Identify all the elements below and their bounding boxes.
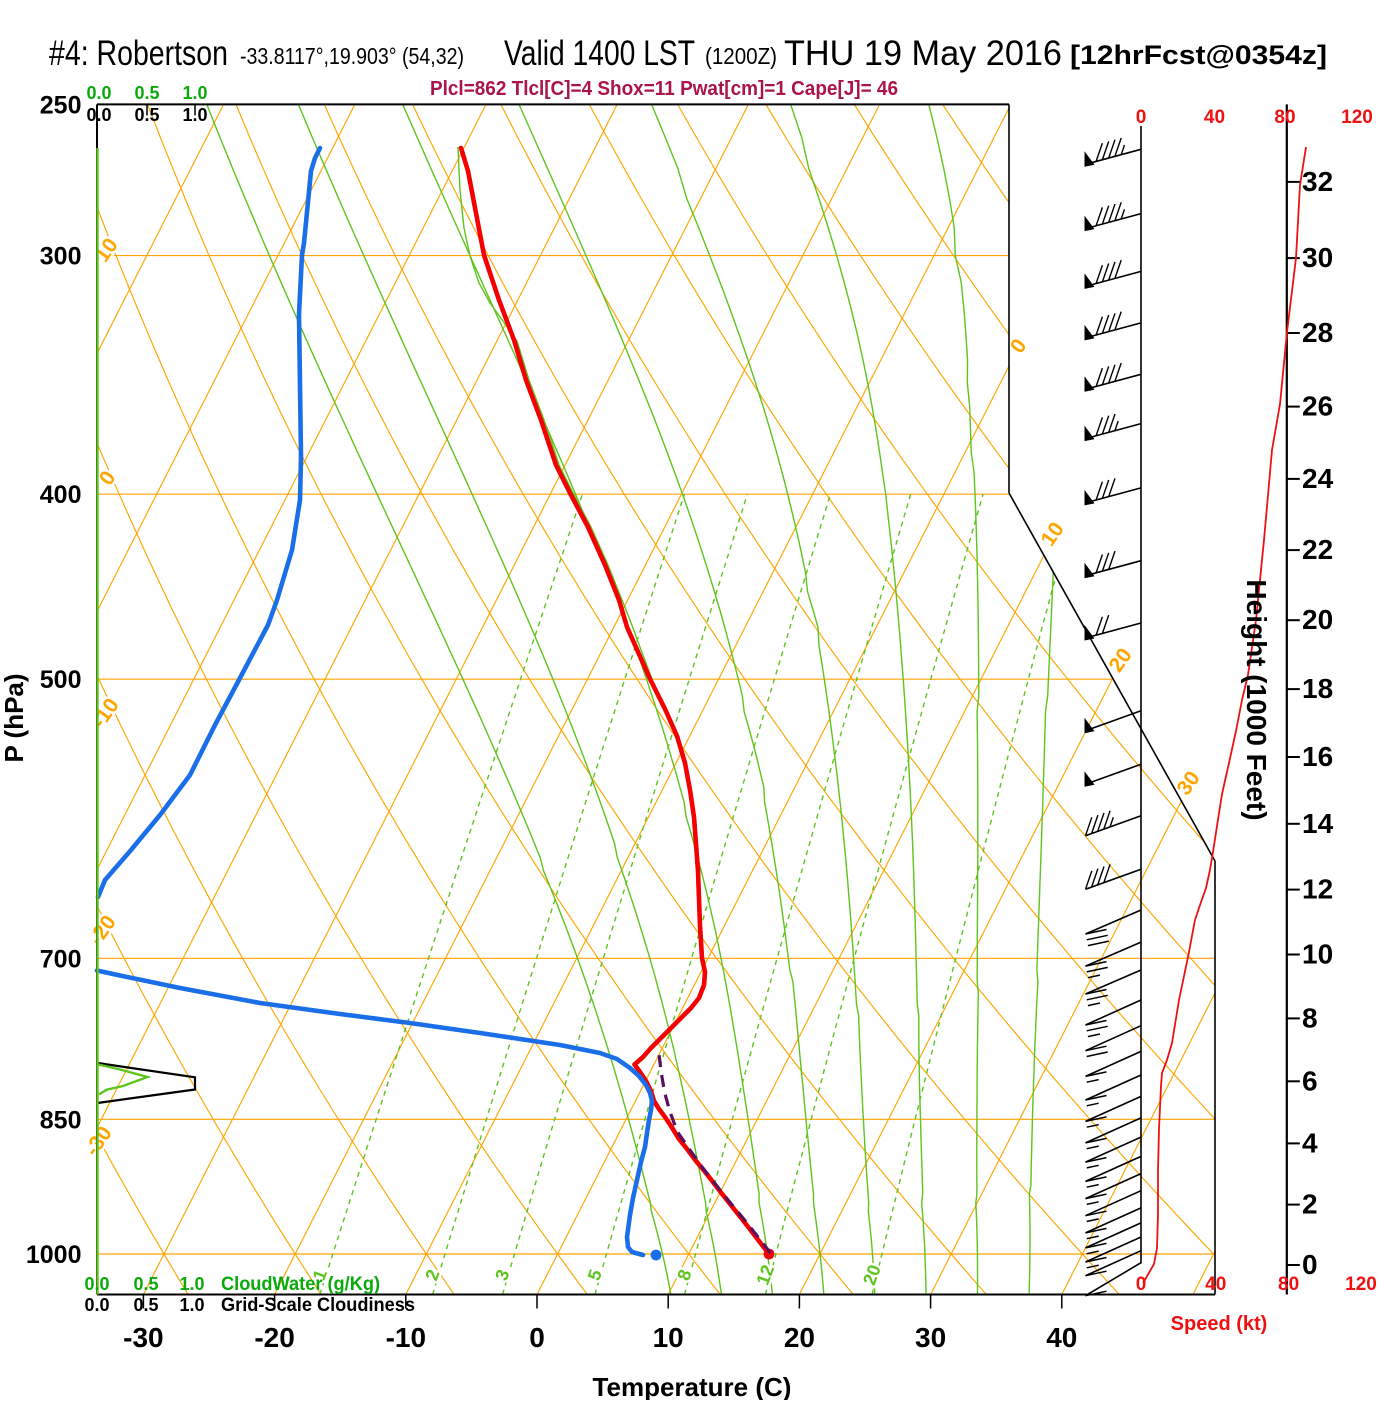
svg-text:250: 250 (40, 91, 82, 119)
svg-text:Height (1000 Feet): Height (1000 Feet) (1241, 579, 1272, 820)
svg-text:300: 300 (40, 243, 82, 271)
svg-text:120: 120 (1345, 1274, 1377, 1295)
svg-text:P (hPa): P (hPa) (0, 673, 29, 762)
svg-text:0.0: 0.0 (84, 1274, 109, 1294)
svg-text:THU 19 May 2016: THU 19 May 2016 (784, 34, 1062, 73)
svg-text:120: 120 (1341, 107, 1373, 128)
svg-text:-33.8117°,19.903° (54,32): -33.8117°,19.903° (54,32) (240, 43, 464, 69)
svg-text:12: 12 (1302, 874, 1333, 905)
svg-text:24: 24 (1302, 463, 1334, 494)
svg-text:Temperature (C): Temperature (C) (593, 1372, 792, 1400)
svg-text:1.0: 1.0 (179, 1274, 204, 1294)
svg-text:32: 32 (1302, 166, 1333, 197)
svg-text:-30: -30 (123, 1322, 163, 1353)
svg-text:6: 6 (1302, 1065, 1318, 1096)
svg-text:0.0: 0.0 (86, 83, 111, 103)
svg-text:0.5: 0.5 (134, 83, 159, 103)
svg-text:0.5: 0.5 (133, 1274, 158, 1294)
svg-text:30: 30 (915, 1322, 946, 1353)
svg-text:40: 40 (1204, 107, 1225, 128)
svg-text:#4: Robertson: #4: Robertson (49, 34, 228, 73)
svg-text:18: 18 (1302, 673, 1333, 704)
svg-text:80: 80 (1278, 1274, 1299, 1295)
svg-text:1.0: 1.0 (182, 83, 207, 103)
svg-text:[12hrFcst@0354z]: [12hrFcst@0354z] (1070, 40, 1327, 70)
svg-text:16: 16 (1302, 741, 1333, 772)
svg-text:30: 30 (1302, 242, 1333, 273)
svg-text:80: 80 (1274, 107, 1295, 128)
svg-text:8: 8 (1302, 1002, 1318, 1033)
svg-text:20: 20 (784, 1322, 815, 1353)
svg-text:1000: 1000 (26, 1241, 82, 1269)
svg-text:40: 40 (1205, 1274, 1226, 1295)
svg-text:Plcl=862 Tlcl[C]=4 Shox=11 Pwa: Plcl=862 Tlcl[C]=4 Shox=11 Pwat[cm]=1 Ca… (430, 78, 898, 100)
svg-text:0: 0 (1136, 107, 1147, 128)
svg-text:400: 400 (40, 481, 82, 509)
svg-text:Valid 1400 LST: Valid 1400 LST (504, 34, 695, 73)
svg-text:14: 14 (1302, 808, 1334, 839)
svg-text:Grid-Scale Cloudiness: Grid-Scale Cloudiness (221, 1295, 415, 1316)
svg-text:(1200Z): (1200Z) (705, 43, 777, 69)
svg-text:0.5: 0.5 (134, 105, 159, 125)
svg-text:10: 10 (653, 1322, 684, 1353)
svg-text:0.0: 0.0 (86, 105, 111, 125)
svg-text:500: 500 (40, 666, 82, 694)
svg-text:0: 0 (1302, 1249, 1318, 1280)
svg-text:-20: -20 (254, 1322, 294, 1353)
svg-text:0: 0 (1136, 1274, 1147, 1295)
svg-text:850: 850 (40, 1106, 82, 1134)
svg-text:28: 28 (1302, 317, 1333, 348)
svg-text:40: 40 (1046, 1322, 1077, 1353)
svg-text:4: 4 (1302, 1127, 1318, 1158)
svg-text:0.0: 0.0 (84, 1295, 109, 1315)
svg-text:26: 26 (1302, 391, 1333, 422)
svg-text:1.0: 1.0 (179, 1295, 204, 1315)
svg-text:-10: -10 (386, 1322, 426, 1353)
svg-text:0.5: 0.5 (133, 1295, 158, 1315)
svg-text:0: 0 (529, 1322, 545, 1353)
svg-text:Speed (kt): Speed (kt) (1171, 1313, 1268, 1335)
svg-text:700: 700 (40, 945, 82, 973)
svg-text:10: 10 (1302, 938, 1333, 969)
svg-text:22: 22 (1302, 534, 1333, 565)
svg-text:20: 20 (1302, 604, 1333, 635)
svg-text:CloudWater (g/Kg): CloudWater (g/Kg) (221, 1274, 380, 1295)
svg-text:1.0: 1.0 (182, 105, 207, 125)
svg-text:2: 2 (1302, 1189, 1318, 1220)
